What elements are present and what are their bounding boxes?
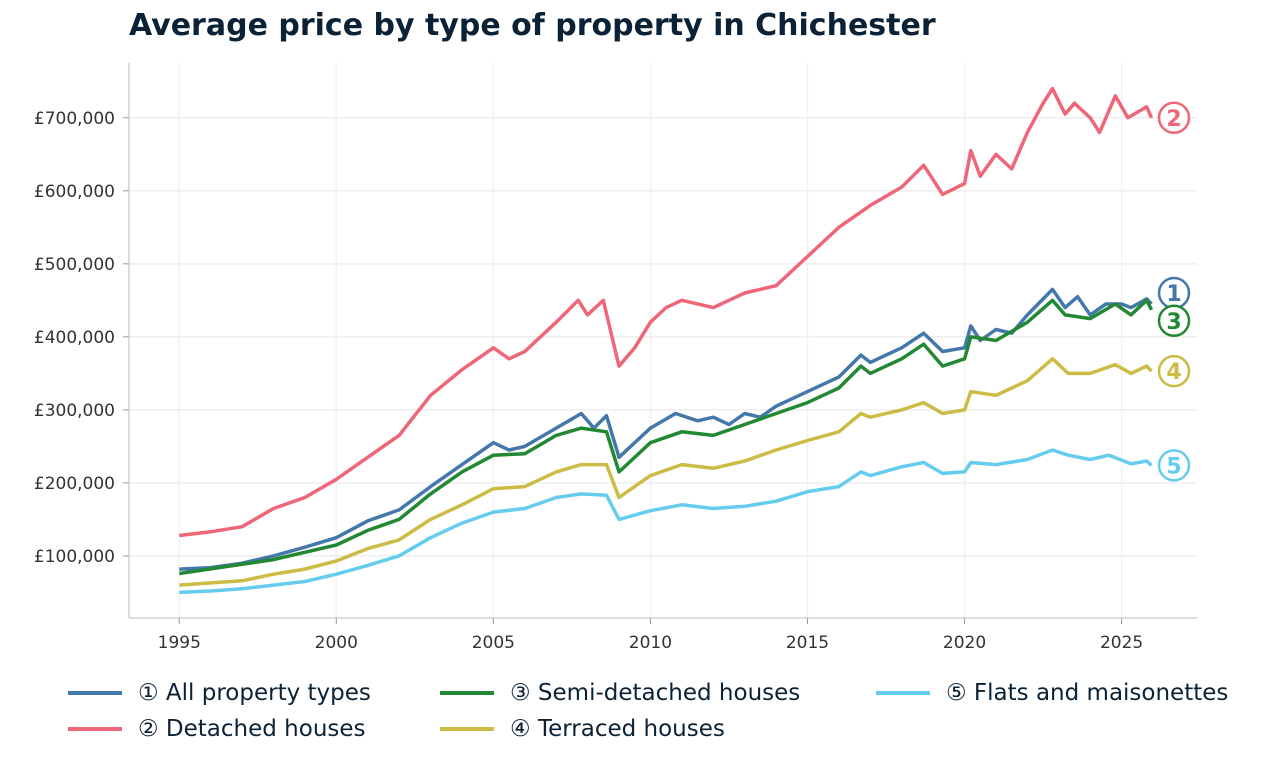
y-tick-label: £600,000 (34, 182, 115, 202)
end-label-number: 2 (1166, 107, 1181, 132)
x-tick-label: 2020 (943, 633, 986, 653)
x-tick-label: 2010 (629, 633, 672, 653)
legend-label: ② Detached houses (138, 716, 366, 742)
legend-label: ④ Terraced houses (510, 716, 725, 742)
x-tick-label: 2000 (315, 633, 358, 653)
series-line-2 (179, 86, 1154, 538)
end-label-circle (1157, 449, 1191, 482)
legend-swatch (440, 727, 494, 731)
legend-label: ⑤ Flats and maisonettes (946, 680, 1229, 706)
end-label-circle (1157, 354, 1191, 388)
y-tick-label: £400,000 (34, 328, 115, 348)
y-tick-label: £700,000 (34, 109, 115, 129)
series-line-1 (179, 287, 1153, 571)
x-tick-label: 2015 (786, 633, 829, 653)
end-label-number: 1 (1166, 282, 1181, 307)
legend-item: ④ Terraced houses (440, 716, 725, 742)
end-label-circle (1157, 101, 1191, 135)
end-label-number: 5 (1166, 454, 1181, 479)
end-label-number: 4 (1166, 360, 1181, 385)
x-tick-label: 2005 (472, 633, 515, 653)
y-tick-label: £100,000 (34, 547, 115, 567)
series-line-3 (179, 298, 1154, 576)
x-tick-label: 2025 (1100, 633, 1143, 653)
legend-swatch (440, 691, 494, 695)
end-label-number: 3 (1166, 310, 1181, 335)
chart-title: Average price by type of property in Chi… (129, 8, 936, 43)
legend-item: ① All property types (68, 680, 371, 706)
y-tick-label: £300,000 (34, 401, 115, 421)
legend-swatch (68, 691, 122, 695)
y-tick-label: £200,000 (34, 474, 115, 494)
x-tick-label: 1995 (158, 633, 201, 653)
plot-area: 1995 2000 2005 2010 2015 2020 2025 £100,000 £200… (34, 63, 1197, 653)
series-line-5 (179, 448, 1153, 595)
legend-item: ⑤ Flats and maisonettes (876, 680, 1228, 706)
legend-item: ② Detached houses (68, 716, 366, 742)
end-label-circle (1157, 304, 1191, 338)
y-tick-label: £500,000 (34, 255, 115, 275)
legend-label: ③ Semi-detached houses (510, 680, 801, 706)
series-line-4 (179, 357, 1153, 587)
legend-swatch (876, 691, 930, 695)
legend-label: ① All property types (138, 680, 371, 706)
legend-item: ③ Semi-detached houses (440, 680, 800, 706)
legend-swatch (68, 727, 122, 731)
